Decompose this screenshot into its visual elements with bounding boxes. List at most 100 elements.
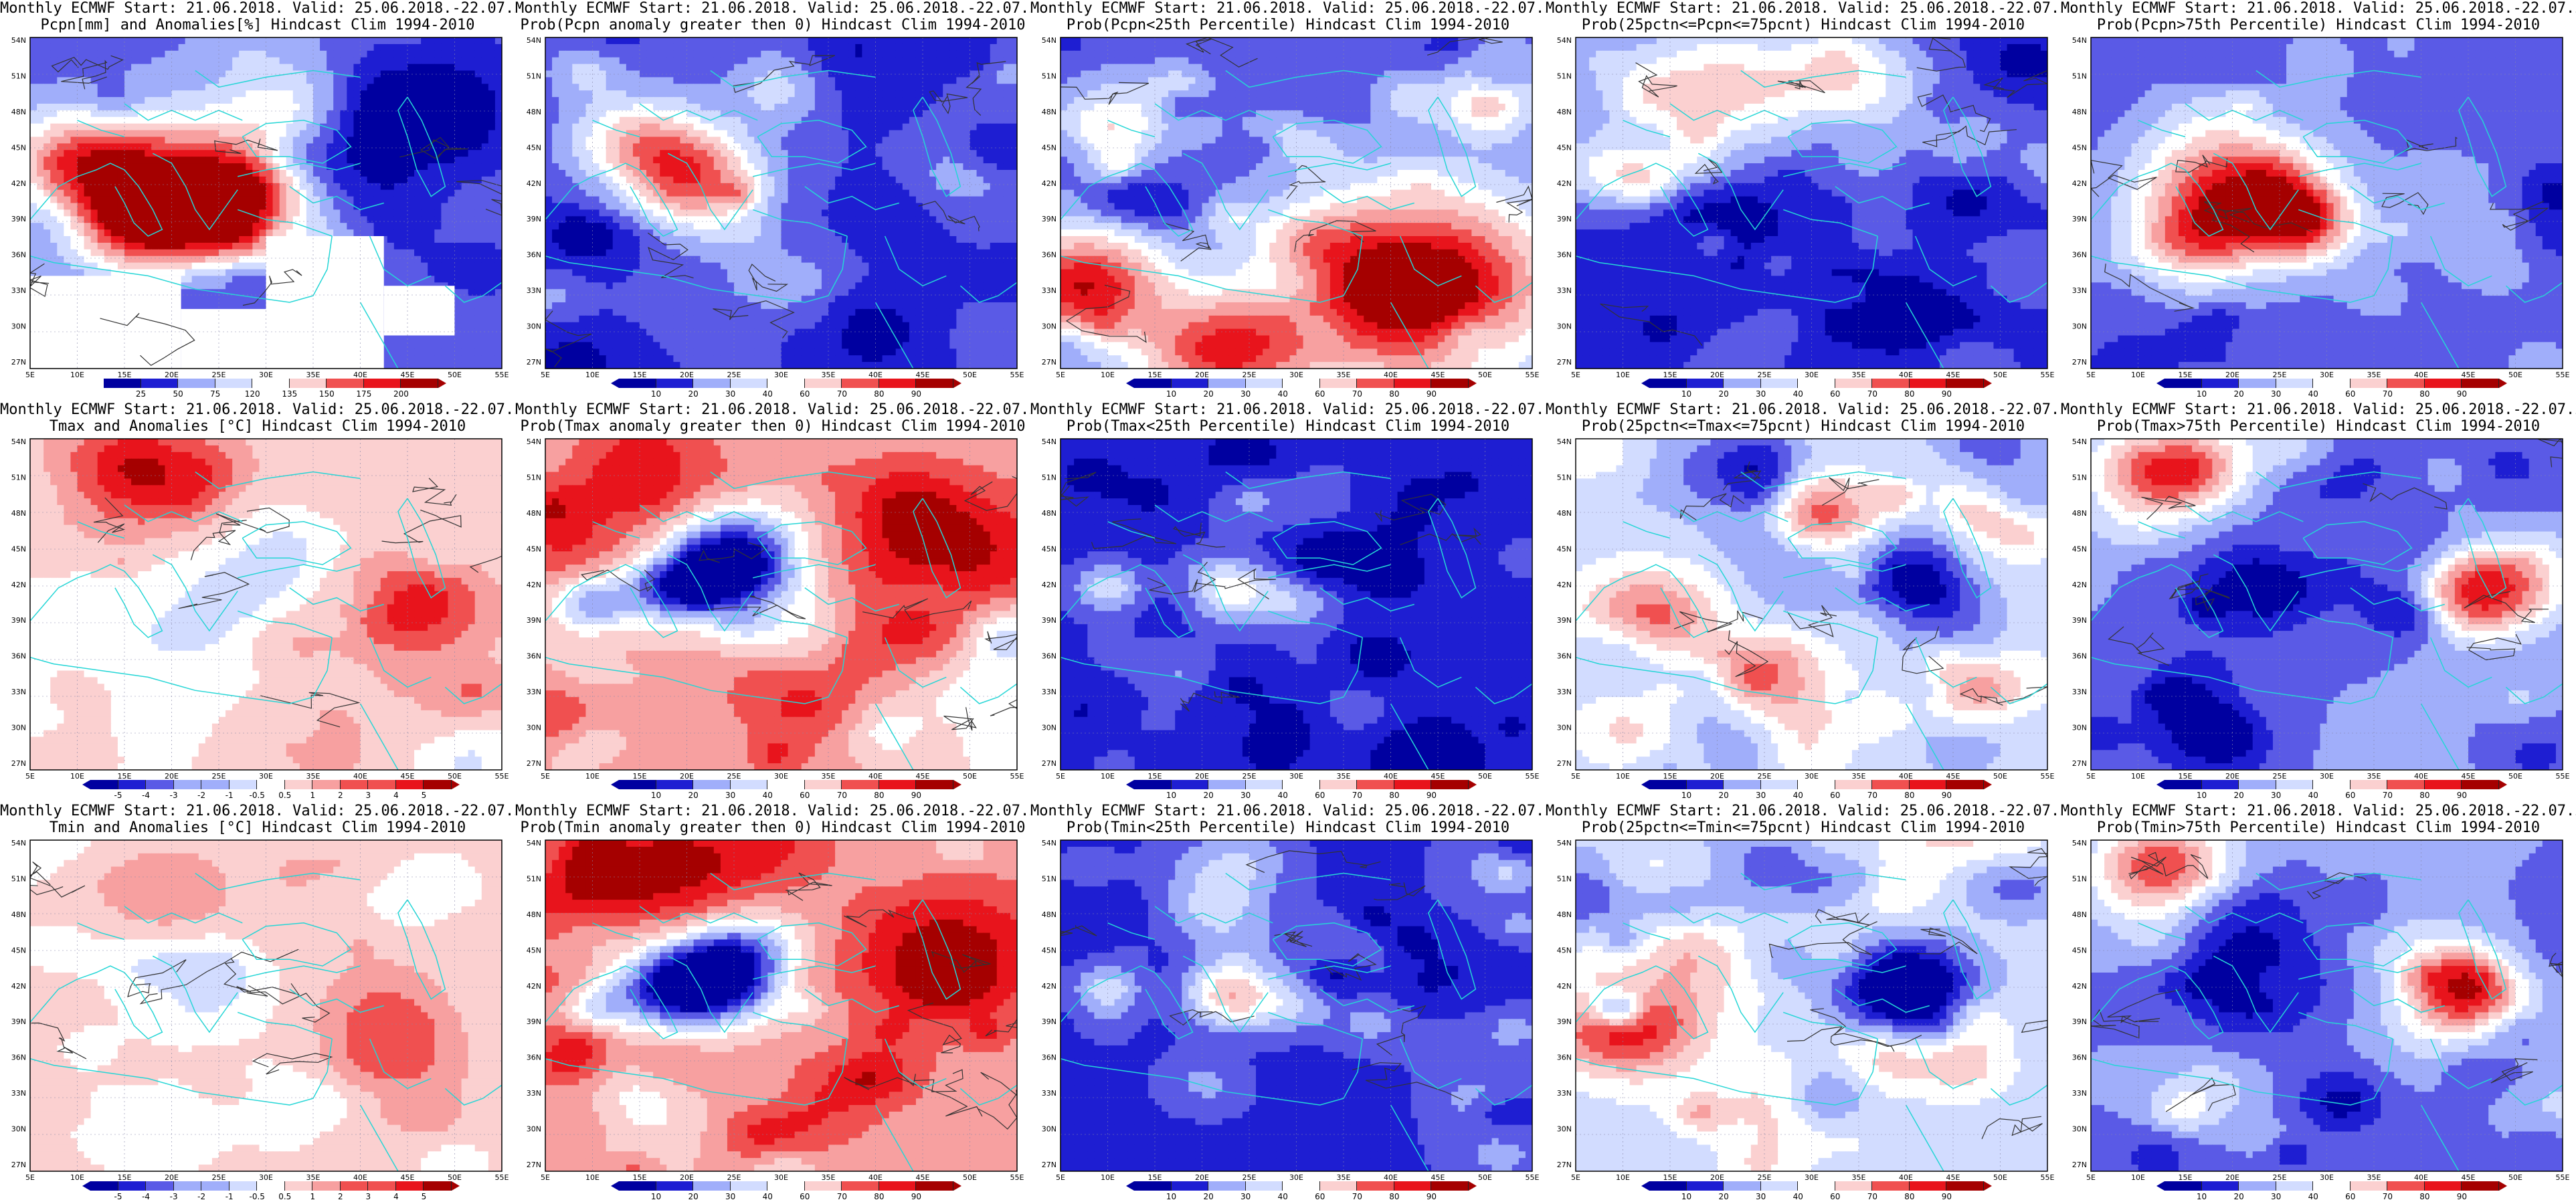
colorbar-tick-label: 5 [422,791,427,800]
colorbar-cell [1872,1181,1910,1191]
shaded-field [545,37,1017,369]
colorbar-tick-label: 4 [393,1192,399,1201]
colorbar-labels: 10 20 30 40 60 70 80 90 [2165,389,2499,400]
colorbar-cell [2387,780,2425,789]
lon-tick-label: 40E [1384,1173,1398,1182]
map-canvas: 54N 51N 48N 45N 42N 39N 36N 33N 30N 27N 5E 10E 15E 20… [1557,36,2055,379]
colorbar-cell [2165,379,2202,388]
lon-tick-label: 50E [448,772,462,781]
colorbar-min-arrow [2156,780,2165,789]
lat-tick-label: 39N [2072,215,2087,223]
map-frame [545,839,1018,1172]
lat-tick-label: 54N [2072,437,2087,446]
colorbar-cell [401,379,438,388]
colorbar-labels: 10 20 30 40 60 70 80 90 [2165,791,2499,801]
colorbar-cell [1835,379,1873,388]
colorbar-tick-label: 90 [911,791,921,800]
colorbar-tick-label: 30 [1756,389,1766,399]
panel-title-line1: Monthly ECMWF Start: 21.06.2018. Valid: … [1546,803,2061,819]
colorbar-tick-label: 40 [1793,1192,1803,1201]
colorbar-tick-label: 20 [688,791,698,800]
lat-tick-label: 33N [527,1089,541,1098]
colorbar-tick-label: 75 [210,389,220,399]
colorbar-min-arrow [1641,1181,1649,1191]
lon-tick-label: 5E [541,772,550,781]
colorbar-cell [1649,1181,1687,1191]
colorbar-tick-label: 80 [2419,791,2429,800]
colorbar-tick-label: 80 [1389,389,1399,399]
colorbar-cell [257,780,285,789]
lat-tick-label: 33N [1042,1089,1056,1098]
lat-tick-label: 36N [1557,652,1572,661]
lon-tick-label: 55E [1526,371,1540,379]
colorbar-cell [1760,1181,1799,1191]
lat-tick-label: 36N [527,1054,541,1062]
colorbar-cell [1431,780,1469,789]
lon-tick-label: 45E [1946,1173,1960,1182]
panel-title: Monthly ECMWF Start: 21.06.2018. Valid: … [0,0,515,37]
shaded-field [2091,840,2563,1171]
lon-tick-label: 55E [2041,371,2055,379]
colorbar [619,780,953,789]
colorbar-cell [1431,379,1469,388]
colorbar-cell [257,1181,285,1191]
map-panel: 54N 51N 48N 45N 42N 39N 36N 33N 30N 27N 5E 10E 15E 20… [0,401,515,803]
colorbar-tick-label: 80 [1904,1192,1914,1201]
map-panel: 54N 51N 48N 45N 42N 39N 36N 33N 30N 27N 5E 10E 15E 20… [2061,401,2576,803]
colorbar-max-arrow [438,379,446,388]
shaded-field [30,439,502,770]
panel-title-line2: Pcpn[mm] and Anomalies[%] Hindcast Clim … [0,17,515,33]
colorbar-legend: 25 50 75 120 135 150 175 200 [0,375,515,401]
panel-title-line2: Prob(Tmin anomaly greater then 0) Hindca… [515,819,1030,836]
lon-tick-label: 35E [2367,1173,2381,1182]
lon-tick-label: 55E [2556,371,2570,379]
lon-tick-label: 45E [1431,371,1445,379]
colorbar-tick-label: 10 [651,389,661,399]
lon-tick-label: 45E [1946,371,1960,379]
lat-tick-label: 42N [11,179,26,188]
colorbar-tick-label: 1 [310,791,315,800]
lon-tick-label: 30E [2320,772,2334,781]
colorbar-tick-label: -3 [170,791,178,800]
colorbar-tick-label: 70 [2383,791,2393,800]
panel-title-line2: Prob(25pctn<=Tmin<=75pcnt) Hindcast Clim… [1546,819,2061,836]
panel-title: Monthly ECMWF Start: 21.06.2018. Valid: … [1030,401,1546,439]
colorbar-tick-label: -5 [114,791,122,800]
colorbar-min-arrow [82,780,90,789]
lat-tick-label: 36N [1557,1054,1572,1062]
colorbar-tick-label: 20 [1718,389,1728,399]
lat-tick-label: 48N [1042,910,1056,919]
colorbar-labels: 10 20 30 40 60 70 80 90 [1649,389,1984,400]
lat-tick-label: 33N [2072,286,2087,295]
map-canvas: 54N 51N 48N 45N 42N 39N 36N 33N 30N 27N 5E 10E 15E 20… [1557,839,2055,1182]
shaded-field [2091,37,2563,369]
lat-tick-label: 48N [11,108,26,116]
lon-tick-label: 50E [1478,371,1492,379]
lon-tick-label: 30E [774,772,788,781]
lat-tick-label: 45N [1557,544,1572,553]
colorbar-tick-label: -1 [225,791,234,800]
colorbar-cell [340,1181,369,1191]
lat-tick-label: 54N [527,36,541,45]
colorbar [1649,780,1984,789]
colorbar-cell [1245,780,1283,789]
map-frame [2090,37,2563,369]
lat-tick-label: 27N [2072,358,2087,367]
lat-tick-label: 51N [2072,72,2087,80]
colorbar-tick-label: 10 [2197,389,2207,399]
map-panel: 54N 51N 48N 45N 42N 39N 36N 33N 30N 27N 5E 10E 15E 20… [1546,803,2061,1204]
colorbar-tick-label: 90 [1942,791,1952,800]
lon-tick-label: 10E [70,1173,84,1182]
lon-tick-label: 25E [2273,772,2287,781]
lat-tick-label: 30N [2072,322,2087,331]
lon-tick-label: 40E [353,1173,367,1182]
panel-title-line2: Prob(Pcpn anomaly greater then 0) Hindca… [515,17,1030,33]
lon-tick-label: 30E [1289,1173,1303,1182]
lat-tick-label: 42N [527,982,541,991]
colorbar-max-arrow [2499,1181,2507,1191]
lat-tick-label: 39N [1042,1017,1056,1026]
colorbar-tick-label: 60 [1830,791,1840,800]
panel-title-line1: Monthly ECMWF Start: 21.06.2018. Valid: … [0,0,515,17]
colorbar-tick-label: 30 [2271,791,2281,800]
lat-tick-label: 27N [1557,1161,1572,1169]
